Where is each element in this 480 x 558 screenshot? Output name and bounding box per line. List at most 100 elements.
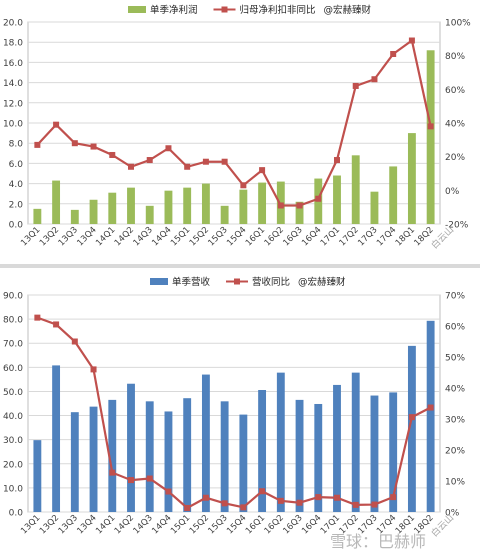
y-tick-label: 18.0	[3, 39, 23, 49]
line-marker	[128, 477, 134, 484]
bar	[239, 189, 248, 224]
bar	[220, 401, 229, 512]
y-tick-label: 20.0	[3, 19, 23, 29]
bar	[333, 175, 341, 224]
bar	[145, 205, 154, 224]
y-tick-label: 70.0	[3, 340, 23, 350]
legend-swatch-marker	[234, 278, 240, 285]
y2-tick-label: 60%	[445, 323, 465, 333]
y-tick-label: 90.0	[3, 292, 23, 302]
line-marker	[259, 488, 266, 495]
bar	[314, 403, 323, 512]
x-tick-label: 15Q2	[188, 513, 211, 536]
bar	[295, 399, 304, 512]
line-marker	[277, 497, 284, 504]
series-line	[36, 38, 432, 207]
line-marker	[71, 338, 78, 345]
bar	[70, 412, 79, 512]
legend-swatch-marker	[221, 6, 228, 13]
line-marker	[53, 321, 60, 328]
series-line	[36, 316, 432, 510]
x-tick-label: 16Q1	[244, 513, 267, 536]
x-tick-label: 16Q1	[244, 225, 267, 248]
bar	[295, 201, 304, 224]
bar	[127, 187, 135, 224]
y2-tick-label: 10%	[445, 478, 465, 488]
bar	[127, 383, 135, 512]
line-marker	[390, 50, 397, 57]
line-marker	[165, 488, 172, 495]
bar	[333, 384, 341, 512]
legend-swatch-bar	[128, 6, 146, 13]
x-tick-label: 13Q4	[75, 225, 98, 248]
x-tick-label: 17Q2	[338, 225, 361, 248]
y2-tick-label: 0%	[445, 187, 460, 197]
x-tick-label: 17Q3	[356, 225, 379, 248]
line-marker	[90, 143, 97, 150]
x-tick-label: 13Q2	[38, 513, 61, 536]
bar	[407, 133, 416, 224]
line-marker	[146, 157, 153, 164]
bar	[183, 187, 192, 224]
x-tick-label: 15Q3	[206, 225, 229, 248]
x-tick-label: 15Q1	[169, 225, 192, 248]
y-tick-label: 50.0	[3, 388, 23, 398]
bar	[52, 180, 61, 224]
y-tick-label: 4.0	[9, 180, 24, 190]
x-tick-label: 14Q2	[113, 225, 136, 248]
y-tick-label: 30.0	[3, 436, 23, 446]
line-marker	[315, 195, 322, 202]
bar	[239, 414, 248, 512]
x-tick-label: 13Q3	[57, 513, 80, 536]
x-tick-label: 13Q3	[57, 225, 80, 248]
bar	[108, 399, 117, 512]
line-marker	[352, 82, 359, 89]
line-marker	[90, 366, 97, 373]
x-tick-label: 16Q2	[263, 513, 286, 536]
y-tick-label: 20.0	[3, 460, 23, 470]
line-marker	[221, 500, 228, 507]
legend-label: @宏赫臻财	[324, 4, 372, 16]
y-tick-label: 10.0	[3, 120, 23, 130]
x-tick-label: 15Q4	[225, 513, 248, 536]
line-marker	[408, 37, 415, 44]
bar	[164, 411, 173, 512]
bar	[389, 392, 398, 512]
y2-tick-label: 50%	[445, 354, 465, 364]
bar	[370, 191, 379, 224]
y-tick-label: 6.0	[9, 160, 24, 170]
line-marker	[109, 151, 116, 158]
net-profit-chart: 0.0 2.0 4.0 6.0 8.0 10.0 12.0 14.0 16.0 18.0 20.0 -…	[3, 4, 471, 251]
panel-separator	[0, 264, 480, 268]
bar	[183, 398, 192, 512]
y2-tick-label: 60%	[445, 86, 465, 96]
line-marker	[427, 404, 434, 411]
line-marker	[240, 182, 247, 189]
x-tick-label: 14Q2	[113, 513, 136, 536]
x-tick-label: 13Q4	[75, 513, 98, 536]
line-marker	[352, 501, 359, 508]
y-tick-label: 14.0	[3, 79, 23, 89]
y2-tick-label: 0%	[445, 509, 460, 519]
y2-tick-label: 100%	[445, 19, 471, 29]
x-tick-label: 16Q3	[281, 513, 304, 536]
line-marker	[371, 501, 378, 508]
x-tick-label: 14Q1	[94, 513, 117, 536]
legend-label: 单季净利润	[150, 4, 198, 16]
y2-tick-label: 30%	[445, 416, 465, 426]
x-tick-label: 17Q4	[375, 225, 398, 248]
x-tick-label: 15Q2	[188, 225, 211, 248]
y2-tick-label: 20%	[445, 153, 465, 163]
y2-tick-label: 40%	[445, 120, 465, 130]
x-tick-label: 16Q3	[281, 225, 304, 248]
legend-label: 归母净利扣非同比	[240, 4, 316, 16]
line-marker	[408, 414, 415, 421]
y-tick-label: 60.0	[3, 364, 23, 374]
legend-swatch-bar	[150, 278, 168, 285]
y-tick-label: 10.0	[3, 484, 23, 494]
line-marker	[202, 494, 209, 501]
line-marker	[390, 494, 397, 501]
bar	[89, 199, 98, 224]
x-tick-label: 16Q4	[300, 513, 323, 536]
line-marker	[165, 145, 172, 152]
